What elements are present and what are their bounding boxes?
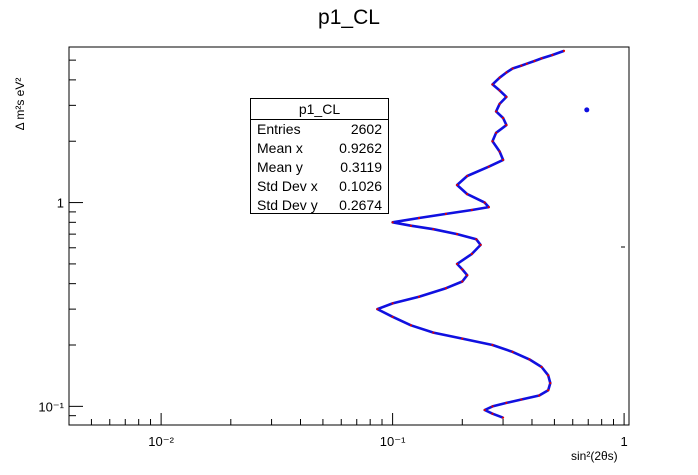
stats-value: 0.3119 <box>340 159 382 175</box>
data-point <box>391 315 394 318</box>
data-point <box>495 131 498 134</box>
data-point <box>461 337 464 340</box>
data-point <box>551 53 554 57</box>
data-point <box>456 262 459 266</box>
data-point <box>525 62 528 65</box>
data-point <box>501 416 505 419</box>
data-point <box>444 287 448 290</box>
data-point <box>475 238 478 241</box>
data-point <box>491 343 494 347</box>
data-point <box>466 193 469 196</box>
data-point <box>505 71 508 74</box>
data-point <box>466 274 469 277</box>
data-point <box>376 308 379 311</box>
tick-labels: 10⁻² 10⁻¹ 1 10⁻¹ 1 <box>38 196 627 449</box>
data-point <box>498 76 501 79</box>
x-tick-label: 1 <box>620 434 627 449</box>
data-point <box>461 268 464 271</box>
series-group <box>376 49 590 419</box>
data-point <box>505 123 508 127</box>
data-point <box>466 174 469 178</box>
data-point <box>470 208 473 212</box>
markers-group <box>376 49 566 419</box>
stats-row: Mean x 0.9262 <box>251 139 388 158</box>
stats-box: p1_CL Entries 2602 Mean x 0.9262 Mean y … <box>250 98 389 214</box>
stats-value: 0.9262 <box>339 140 382 156</box>
stats-value: 0.2674 <box>339 197 382 213</box>
data-point <box>501 116 505 120</box>
x-tick-label: 10⁻² <box>148 434 174 449</box>
data-point <box>538 394 541 397</box>
data-point <box>528 358 531 361</box>
data-point <box>562 49 566 52</box>
data-point <box>417 216 421 220</box>
x-axis-label: sin²(2θs) <box>571 449 618 463</box>
data-point <box>432 331 435 334</box>
data-point <box>540 365 543 369</box>
data-point <box>511 350 514 354</box>
data-point <box>540 57 543 60</box>
data-point <box>495 110 498 113</box>
data-point <box>498 89 501 92</box>
data-point <box>498 150 501 153</box>
data-point <box>505 95 508 99</box>
data-point <box>491 83 494 86</box>
stats-row: Mean y 0.3119 <box>251 158 388 177</box>
data-point <box>491 412 494 415</box>
data-point <box>491 140 494 143</box>
data-point <box>491 405 494 408</box>
data-point <box>470 252 473 255</box>
data-point <box>533 59 536 63</box>
data-point <box>409 224 413 227</box>
data-point <box>505 401 508 404</box>
stats-value: 0.1026 <box>339 178 382 194</box>
stats-label: Std Dev y <box>257 197 318 213</box>
stats-row: Entries 2602 <box>251 120 388 139</box>
stats-label: Mean y <box>257 159 303 175</box>
data-point <box>456 233 459 236</box>
data-point <box>432 228 435 231</box>
data-point <box>461 280 464 283</box>
data-point <box>549 382 552 385</box>
data-point <box>547 389 550 392</box>
axis-ticks <box>68 59 625 425</box>
plot-frame <box>68 46 630 426</box>
y-tick-label: 10⁻¹ <box>38 399 64 414</box>
data-point <box>409 324 413 327</box>
data-point <box>483 408 486 412</box>
data-point <box>417 295 421 298</box>
data-point <box>391 302 394 305</box>
stats-label: Mean x <box>257 140 303 156</box>
data-point <box>547 374 550 377</box>
data-point <box>487 206 490 209</box>
data-point <box>501 158 505 161</box>
x-tick-label: 10⁻¹ <box>380 434 406 449</box>
stats-row: Std Dev x 0.1026 <box>251 177 388 196</box>
data-point <box>483 201 486 204</box>
data-point <box>498 102 501 105</box>
y-axis-label: Δ m²s eV² <box>13 78 27 131</box>
stats-value: 2602 <box>350 121 382 137</box>
data-point <box>479 243 482 246</box>
stats-title: p1_CL <box>251 99 388 120</box>
data-point <box>520 64 523 67</box>
stats-row: Std Dev y 0.2674 <box>251 196 388 215</box>
isolated-point <box>584 107 590 113</box>
data-point <box>520 398 523 401</box>
chart-title: p1_CL <box>318 6 380 29</box>
data-point <box>391 221 394 224</box>
series-line <box>376 49 565 419</box>
data-point <box>511 67 514 70</box>
y-tick-label: 1 <box>57 196 64 211</box>
data-point <box>487 165 490 168</box>
stats-label: Std Dev x <box>257 178 318 194</box>
data-point <box>456 183 459 187</box>
data-point <box>444 212 448 215</box>
stats-label: Entries <box>257 121 301 137</box>
